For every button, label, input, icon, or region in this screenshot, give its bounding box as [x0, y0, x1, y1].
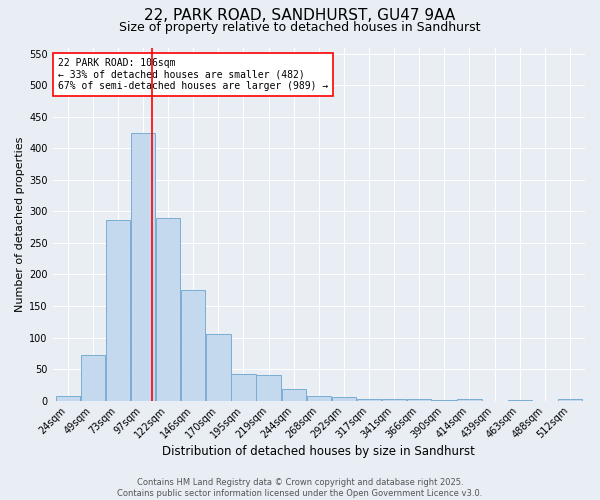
- Text: 22 PARK ROAD: 106sqm
← 33% of detached houses are smaller (482)
67% of semi-deta: 22 PARK ROAD: 106sqm ← 33% of detached h…: [58, 58, 328, 92]
- Text: Contains HM Land Registry data © Crown copyright and database right 2025.
Contai: Contains HM Land Registry data © Crown c…: [118, 478, 482, 498]
- Bar: [206, 334, 230, 400]
- Bar: [80, 355, 105, 401]
- X-axis label: Distribution of detached houses by size in Sandhurst: Distribution of detached houses by size …: [163, 444, 475, 458]
- Bar: [256, 376, 281, 400]
- Bar: [106, 220, 130, 400]
- Bar: [156, 218, 181, 400]
- Bar: [56, 396, 80, 400]
- Bar: [407, 398, 431, 400]
- Bar: [332, 398, 356, 400]
- Bar: [281, 389, 306, 400]
- Bar: [131, 132, 155, 400]
- Bar: [307, 396, 331, 400]
- Text: 22, PARK ROAD, SANDHURST, GU47 9AA: 22, PARK ROAD, SANDHURST, GU47 9AA: [145, 8, 455, 22]
- Bar: [558, 398, 582, 400]
- Bar: [357, 398, 381, 400]
- Y-axis label: Number of detached properties: Number of detached properties: [15, 136, 25, 312]
- Text: Size of property relative to detached houses in Sandhurst: Size of property relative to detached ho…: [119, 21, 481, 34]
- Bar: [457, 398, 482, 400]
- Bar: [232, 374, 256, 400]
- Bar: [181, 290, 205, 401]
